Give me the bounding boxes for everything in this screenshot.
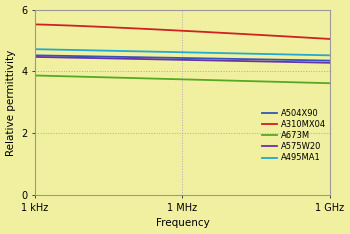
- A310MX04: [300, 36, 304, 39]
- A310MX04: [209, 31, 213, 34]
- A575W20: [33, 55, 37, 58]
- A310MX04: [214, 31, 218, 34]
- A504X90: [209, 57, 213, 60]
- A310MX04: [328, 37, 332, 40]
- A310MX04: [33, 23, 37, 26]
- A673M: [300, 81, 304, 84]
- Line: A495MA1: A495MA1: [35, 49, 330, 55]
- A504X90: [281, 58, 286, 61]
- Y-axis label: Relative permittivity: Relative permittivity: [6, 49, 15, 156]
- A504X90: [300, 59, 304, 62]
- A575W20: [209, 59, 213, 62]
- A495MA1: [34, 48, 38, 51]
- A673M: [208, 79, 212, 81]
- A310MX04: [34, 23, 38, 26]
- A495MA1: [33, 48, 37, 51]
- A673M: [214, 79, 218, 82]
- A575W20: [281, 60, 286, 63]
- A495MA1: [328, 54, 332, 57]
- A575W20: [328, 61, 332, 64]
- A673M: [281, 80, 286, 83]
- A504X90: [214, 57, 218, 60]
- X-axis label: Frequency: Frequency: [155, 219, 209, 228]
- A673M: [34, 74, 38, 77]
- Line: A673M: A673M: [35, 76, 330, 83]
- A495MA1: [208, 51, 212, 54]
- A673M: [33, 74, 37, 77]
- Line: A575W20: A575W20: [35, 57, 330, 63]
- Line: A310MX04: A310MX04: [35, 24, 330, 39]
- A495MA1: [214, 51, 218, 54]
- A495MA1: [281, 53, 286, 56]
- A575W20: [208, 59, 212, 62]
- A310MX04: [208, 31, 212, 33]
- A504X90: [34, 54, 38, 57]
- A495MA1: [300, 53, 304, 56]
- A504X90: [328, 59, 332, 62]
- A495MA1: [209, 51, 213, 54]
- A575W20: [34, 55, 38, 58]
- A310MX04: [281, 35, 286, 38]
- A673M: [328, 82, 332, 85]
- A504X90: [33, 54, 37, 57]
- Line: A504X90: A504X90: [35, 55, 330, 61]
- Legend: A504X90, A310MX04, A673M, A575W20, A495MA1: A504X90, A310MX04, A673M, A575W20, A495M…: [262, 109, 326, 162]
- A504X90: [208, 57, 212, 60]
- A575W20: [300, 61, 304, 64]
- A673M: [209, 79, 213, 81]
- A575W20: [214, 59, 218, 62]
